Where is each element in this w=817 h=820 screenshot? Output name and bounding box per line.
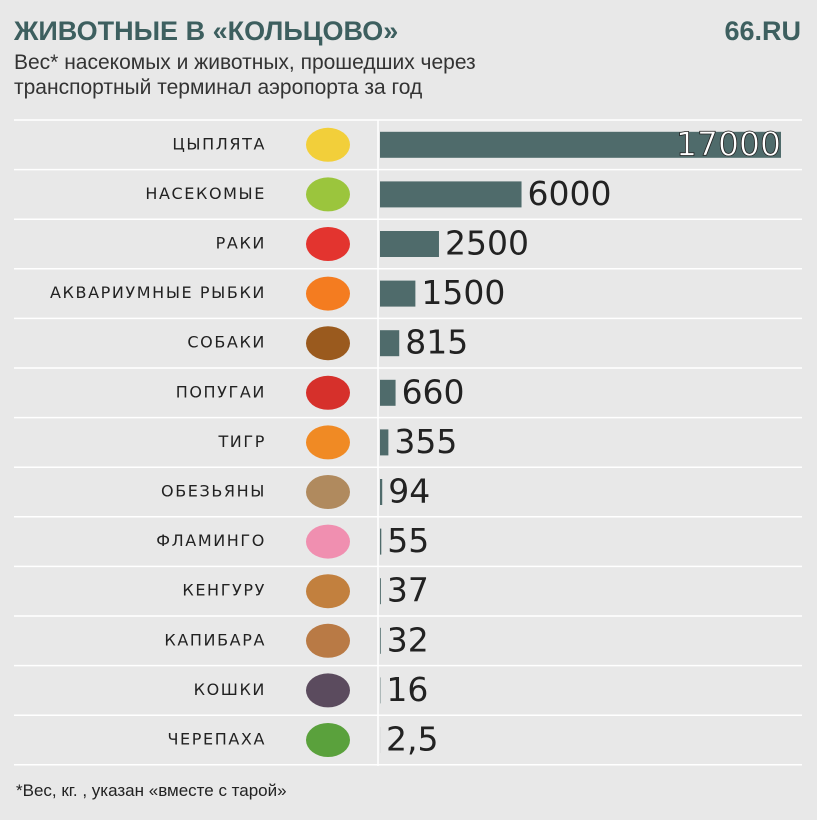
value-label: 660	[402, 372, 465, 411]
value-label: 17000	[676, 124, 781, 163]
value-label: 1500	[421, 273, 505, 312]
animal-icon	[306, 276, 350, 311]
bar	[380, 231, 439, 257]
subtitle: Вес* насекомых и животных, прошедших чер…	[14, 51, 476, 99]
animal-icon	[306, 375, 350, 410]
category-label: КАПИБАРА	[164, 630, 266, 649]
value-label: 2500	[445, 224, 529, 263]
category-label: РАКИ	[216, 234, 266, 253]
chart-title: ЖИВОТНЫЕ В «КОЛЬЦОВО»	[14, 16, 399, 46]
value-label: 2,5	[386, 720, 438, 759]
value-label: 355	[394, 422, 457, 461]
category-label: ЧЕРЕПАХА	[167, 730, 266, 749]
bar	[380, 379, 396, 406]
bar	[380, 330, 400, 357]
animal-icon	[306, 723, 350, 757]
bar	[380, 280, 416, 307]
animal-icon	[306, 127, 350, 162]
value-label: 32	[387, 620, 429, 659]
bar	[380, 627, 381, 654]
bar	[380, 131, 781, 158]
category-label: ОБЕЗЬЯНЫ	[161, 482, 266, 501]
category-label: СОБАКИ	[187, 333, 266, 352]
category-label: АКВАРИУМНЫЕ РЫБКИ	[50, 283, 266, 302]
brand: 66.RU	[724, 16, 801, 46]
animal-icon	[306, 673, 350, 708]
animal-icon	[306, 475, 350, 509]
value-label: 6000	[528, 174, 612, 213]
footnote: *Вес, кг. , указан «вместе с тарой»	[16, 781, 287, 800]
value-label: 16	[386, 670, 428, 709]
animal-icon	[306, 425, 350, 460]
bar	[380, 181, 522, 208]
animal-icon	[306, 177, 350, 212]
value-label: 37	[387, 571, 429, 610]
animal-icon	[306, 524, 350, 559]
animal-icon	[306, 227, 350, 261]
category-label: ПОПУГАИ	[176, 382, 266, 401]
value-label: 815	[405, 323, 468, 362]
animal-icon	[306, 326, 350, 361]
value-label: 94	[388, 472, 430, 511]
category-label: ФЛАМИНГО	[156, 531, 266, 550]
bar	[380, 528, 382, 555]
category-label: ЦЫПЛЯТА	[172, 134, 266, 153]
value-label: 55	[387, 521, 429, 560]
category-label: КЕНГУРУ	[182, 581, 266, 600]
bar	[380, 578, 381, 605]
animal-icon	[306, 623, 350, 658]
animal-icon	[306, 574, 350, 609]
category-label: ТИГР	[217, 432, 266, 451]
category-label: НАСЕКОМЫЕ	[145, 184, 266, 203]
bar	[380, 479, 383, 505]
bar	[380, 429, 389, 456]
category-label: КОШКИ	[194, 680, 266, 699]
